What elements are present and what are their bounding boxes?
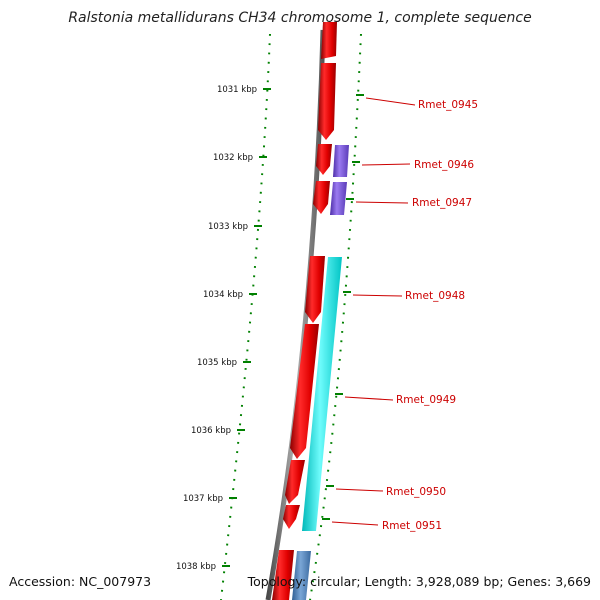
feature-box-purple-1[interactable] — [333, 145, 349, 177]
map-title: Ralstonia metallidurans CH34 chromosome … — [0, 10, 600, 26]
gene-label[interactable]: Rmet_0948 — [405, 290, 465, 302]
gene-label[interactable]: Rmet_0950 — [386, 486, 446, 498]
scale-tick-label: 1034 kbp — [203, 290, 243, 300]
gene-arrow-rmet-0944[interactable] — [321, 22, 337, 59]
gene-label-leader-line — [366, 98, 415, 105]
scale-tick-label: 1032 kbp — [213, 153, 253, 163]
accession-text: Accession: NC_007973 — [9, 574, 151, 589]
scale-tick-label: 1038 kbp — [176, 562, 216, 572]
gene-arrow-rmet-0951[interactable] — [283, 505, 300, 529]
gene-label[interactable]: Rmet_0951 — [382, 520, 442, 532]
genome-map-canvas: 1031 kbp 1032 kbp 1033 kbp 1034 kbp 1035 kbp… — [0, 0, 600, 600]
gene-label[interactable]: Rmet_0945 — [418, 99, 478, 111]
inner-dotted-track — [221, 34, 270, 600]
gene-label-leader-line — [336, 489, 383, 491]
scale-tick-label: 1036 kbp — [191, 426, 231, 436]
gene-label-leader-line — [353, 295, 402, 296]
scale-tick-label: 1033 kbp — [208, 222, 248, 232]
scale-tick-label: 1035 kbp — [197, 358, 237, 368]
gene-label-leader-line — [356, 202, 408, 203]
topology-text: Topology: circular; Length: 3,928,089 bp… — [248, 574, 591, 589]
genome-map-view: 1031 kbp 1032 kbp 1033 kbp 1034 kbp 1035 kbp… — [0, 0, 600, 600]
gene-label[interactable]: Rmet_0949 — [396, 394, 456, 406]
scale-tick-label: 1031 kbp — [217, 85, 257, 95]
gene-label-leader-line — [345, 397, 393, 400]
feature-box-purple-2[interactable] — [330, 182, 347, 215]
scale-axis: 1031 kbp 1032 kbp 1033 kbp 1034 kbp 1035 kbp… — [176, 85, 271, 572]
scale-tick-label: 1037 kbp — [183, 494, 223, 504]
gene-arrow-rmet-0945[interactable] — [318, 63, 336, 140]
gene-label[interactable]: Rmet_0946 — [414, 159, 474, 171]
gene-label[interactable]: Rmet_0947 — [412, 197, 472, 209]
gene-label-leader-line — [362, 164, 410, 165]
gene-label-leader-line — [332, 522, 378, 525]
